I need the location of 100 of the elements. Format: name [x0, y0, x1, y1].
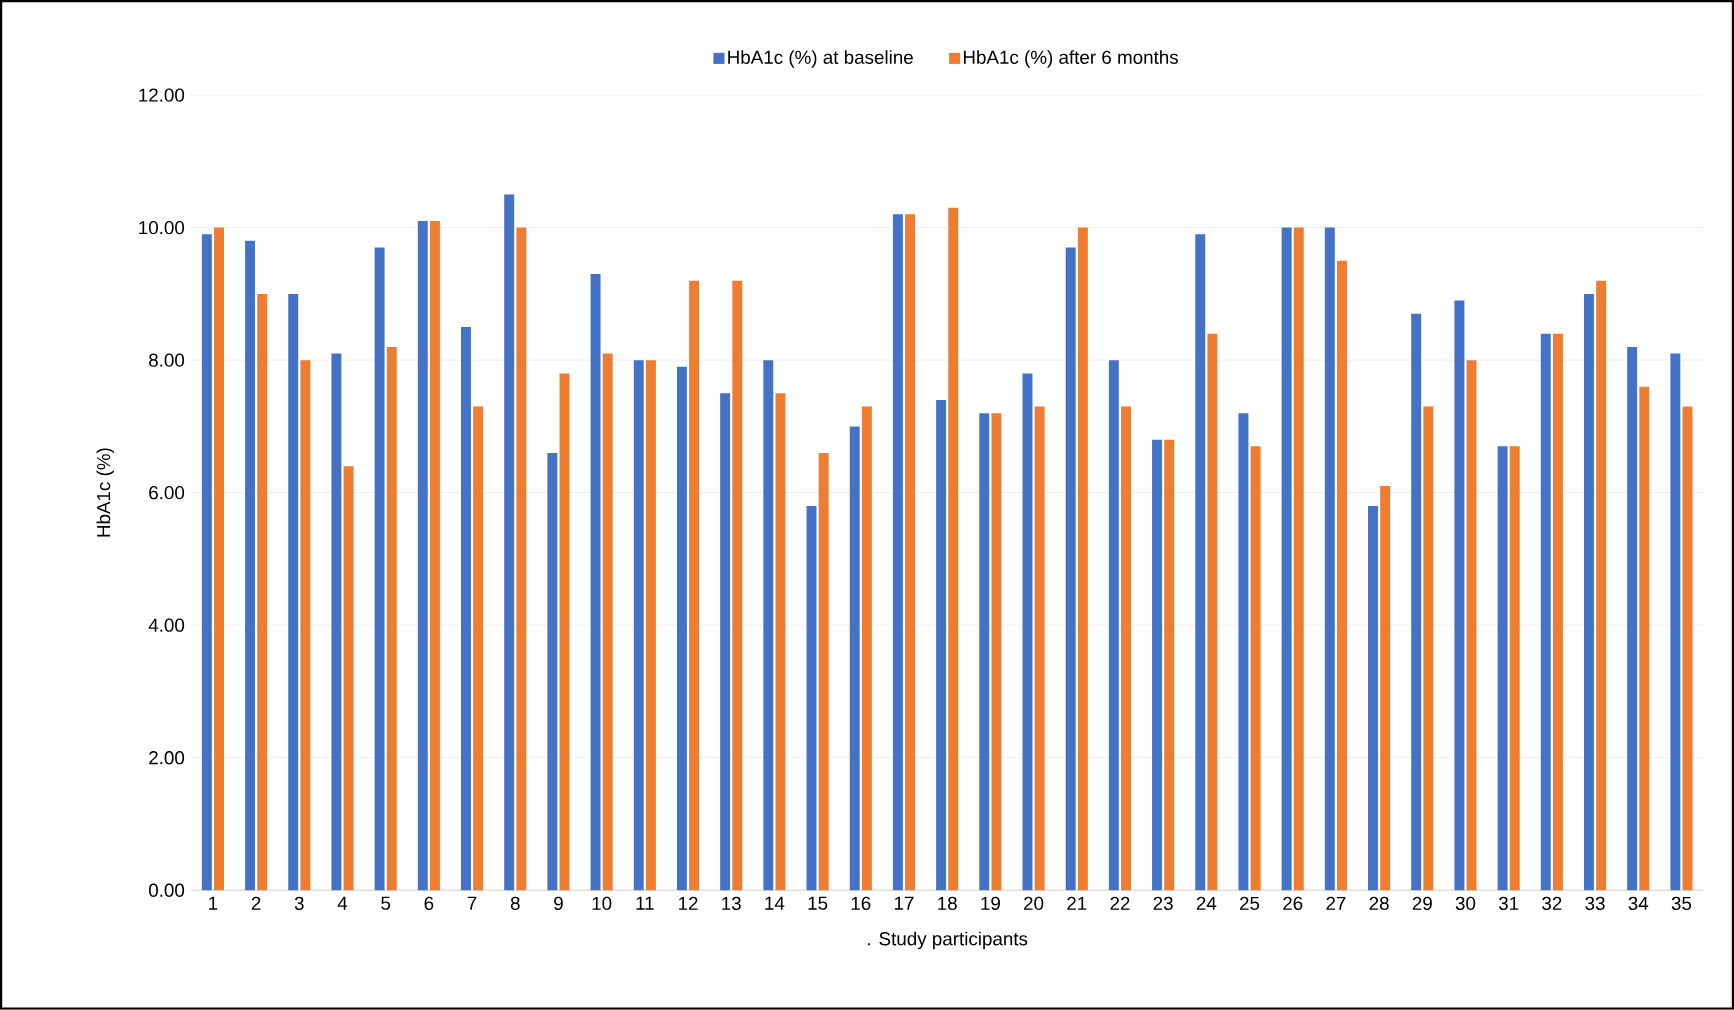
bar: [1238, 413, 1249, 891]
bar: [948, 207, 959, 891]
x-tick-label: 28: [1369, 896, 1389, 911]
bar: [386, 347, 397, 891]
bar: [1596, 280, 1607, 891]
bar: [1065, 247, 1076, 891]
x-tick-label: 10: [592, 896, 612, 911]
bar: [849, 426, 860, 891]
x-tick-label: 17: [894, 896, 914, 910]
bar: [1293, 227, 1304, 891]
x-tick-label: 27: [1326, 896, 1346, 911]
x-tick-label: 9: [554, 896, 563, 911]
x-tick-label: 6: [424, 896, 434, 911]
bar: [504, 194, 515, 891]
bar: [1670, 353, 1681, 891]
x-tick-label: 23: [1153, 896, 1173, 911]
bar: [763, 360, 774, 891]
x-tick-label: 22: [1110, 896, 1130, 911]
x-tick-label: 31: [1498, 896, 1519, 911]
bar: [461, 327, 471, 891]
bar: [1682, 406, 1693, 891]
bar: [1639, 386, 1650, 891]
bar: [1250, 446, 1261, 891]
bar: [892, 214, 903, 891]
bar: [1281, 227, 1292, 891]
bar: [1108, 360, 1119, 891]
bar: [343, 466, 354, 891]
bar: [1337, 260, 1347, 891]
bar: [1164, 439, 1175, 891]
bar: [1207, 333, 1218, 891]
bar: [547, 453, 558, 891]
bar: [991, 413, 1002, 891]
x-tick-label: 3: [294, 896, 304, 911]
bar: [300, 360, 311, 891]
bar: [1152, 439, 1163, 891]
legend-label: HbA1c (%) at baseline: [728, 50, 913, 68]
bar: [288, 294, 299, 891]
bar: [429, 221, 440, 891]
bar: [633, 360, 644, 891]
bar: [1368, 506, 1378, 891]
x-tick-label: 1: [209, 896, 218, 910]
bar: [1454, 300, 1465, 891]
y-tick-label: 10.00: [139, 221, 185, 235]
bar: [1077, 227, 1088, 891]
x-tick-label: 20: [1024, 896, 1044, 911]
bar: [1583, 294, 1594, 891]
x-tick-label: 26: [1283, 896, 1303, 911]
y-tick-label: 6.00: [149, 486, 185, 500]
bar: [214, 227, 224, 891]
bar: [590, 274, 601, 891]
x-tick-label: 4: [337, 896, 348, 910]
bar: [1509, 446, 1520, 891]
bar: [559, 373, 570, 891]
x-tick-label: 25: [1240, 896, 1260, 911]
bar: [1022, 373, 1033, 891]
x-tick-label: 15: [808, 896, 828, 911]
bar: [602, 353, 613, 891]
y-axis-title: HbA1c (%): [96, 448, 114, 537]
x-tick-label: 35: [1671, 896, 1692, 911]
y-tick-label: 0.00: [148, 883, 185, 898]
bar: [1423, 406, 1434, 891]
bar: [689, 280, 700, 891]
x-tick-label: 33: [1585, 896, 1605, 911]
bar: [806, 506, 817, 891]
x-tick-label: 2: [251, 896, 261, 911]
bar: [1411, 313, 1422, 891]
bar: [1195, 234, 1206, 891]
x-tick-label: 16: [851, 896, 871, 911]
bar: [720, 393, 731, 891]
bar: [861, 406, 872, 891]
bar: [645, 360, 656, 891]
bar: [775, 393, 786, 891]
x-tick-label: 5: [381, 896, 391, 911]
bar: [1552, 333, 1563, 891]
x-tick-label: 21: [1067, 896, 1087, 911]
y-tick-label: 12.00: [139, 88, 185, 102]
bar: [201, 234, 212, 891]
x-tick-label: 34: [1628, 896, 1649, 911]
bar: [473, 406, 484, 891]
x-tick-label: 18: [938, 896, 957, 911]
bar: [732, 280, 743, 891]
legend-label: HbA1c (%) after 6 months: [963, 50, 1178, 68]
bar: [1121, 406, 1131, 891]
bar: [936, 400, 947, 891]
x-axis-title: . Study participants: [868, 931, 1028, 950]
x-tick-label: 8: [510, 896, 520, 911]
bar: [257, 294, 268, 891]
x-tick-label: 29: [1412, 896, 1432, 911]
bar: [676, 366, 687, 891]
bar: [1380, 486, 1391, 891]
bar: [516, 227, 527, 891]
y-tick-label: 4.00: [148, 618, 185, 633]
bar: [1466, 360, 1477, 891]
bar: [979, 413, 990, 891]
y-tick-label: 2.00: [149, 751, 185, 765]
bar: [905, 214, 916, 891]
x-tick-label: 12: [679, 896, 698, 911]
bar: [1324, 227, 1335, 891]
x-tick-label: 13: [722, 896, 741, 911]
bar: [417, 221, 428, 891]
